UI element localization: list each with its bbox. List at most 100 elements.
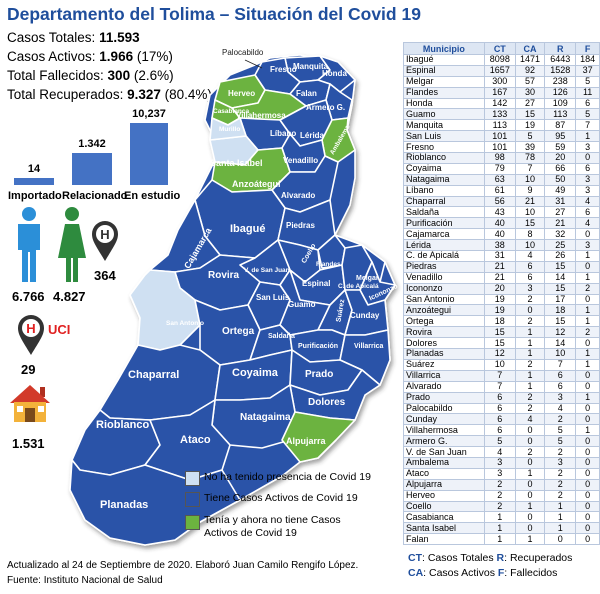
label-lerida: Lérida xyxy=(300,131,325,140)
cell-value: 1 xyxy=(575,391,600,404)
cell-value: 6 xyxy=(483,424,516,437)
table-row: Piedras 21 6 15 0 xyxy=(403,260,600,273)
label-espinal: Espinal xyxy=(302,279,330,288)
legend-swatch-recovered xyxy=(185,515,200,530)
cell-value: 4 xyxy=(514,413,546,426)
cell-municipio: V. de San Juan xyxy=(403,446,485,458)
cell-value: 6 xyxy=(483,391,516,404)
label-ortega: Ortega xyxy=(222,326,255,337)
home-icon xyxy=(10,385,50,422)
cell-value: 7 xyxy=(544,358,577,371)
cell-municipio: Suárez xyxy=(403,358,485,371)
cell-value: 238 xyxy=(544,75,577,88)
label-herveo: Herveo xyxy=(228,89,255,98)
cell-value: 1 xyxy=(575,348,600,360)
cell-value: 31 xyxy=(544,195,577,208)
table-legend-line2: CA: Casos Activos F: Fallecidos xyxy=(408,567,558,579)
cell-municipio: Ambalema xyxy=(403,456,485,469)
uci-count: 29 xyxy=(21,362,36,377)
bar-value-en-estudio: 10,237 xyxy=(132,108,166,120)
cell-value: 6 xyxy=(514,260,546,273)
cell-value: 4 xyxy=(575,217,600,230)
cell-value: 2 xyxy=(514,446,546,458)
label-alpujarra: Alpujarra xyxy=(286,436,327,446)
cell-municipio: Espinal xyxy=(403,64,485,77)
table-row: Dolores 15 1 14 0 xyxy=(403,337,600,350)
cell-value: 1 xyxy=(514,500,546,513)
cell-value: 10 xyxy=(544,348,577,360)
table-row: Saldaña 43 10 27 6 xyxy=(403,206,600,219)
cell-value: 1 xyxy=(575,304,600,317)
cell-value: 2 xyxy=(544,489,577,502)
table-row: Alpujarra 2 0 2 0 xyxy=(403,478,600,491)
cell-municipio: Cajamarca xyxy=(403,228,485,241)
cell-value: 0 xyxy=(575,402,600,415)
label-palocabildo: Palocabildo xyxy=(222,48,264,57)
legend-swatch-active xyxy=(185,492,200,507)
footer-updated: Actualizado al 24 de Septiembre de 2020.… xyxy=(7,560,359,571)
legend-text-none: No ha tenido presencia de Covid 19 xyxy=(204,471,371,483)
cell-value: 0 xyxy=(575,533,600,546)
cell-value: 3 xyxy=(483,456,516,469)
cell-value: 15 xyxy=(514,108,546,121)
cell-value: 0 xyxy=(544,533,577,546)
woman-icon xyxy=(58,207,86,282)
table-row: Santa Isabel 1 0 1 0 xyxy=(403,522,600,535)
cell-value: 0 xyxy=(514,478,546,491)
cell-value: 0 xyxy=(575,478,600,491)
label-natagaima: Natagaima xyxy=(240,412,291,423)
cell-value: 98 xyxy=(483,152,516,164)
cell-municipio: Chaparral xyxy=(403,195,485,208)
cell-value: 14 xyxy=(544,271,577,284)
cell-value: 1 xyxy=(575,315,600,328)
table-header-row: Municipio CT CA R F xyxy=(403,42,600,55)
label-villarrica: Villarrica xyxy=(354,343,384,350)
cell-value: 7 xyxy=(575,119,600,132)
table-row: San Antonio 19 2 17 0 xyxy=(403,293,600,306)
table-row: Anzoátegui 19 0 18 1 xyxy=(403,304,600,317)
region-murillo xyxy=(209,117,247,141)
cell-municipio: Natagaima xyxy=(403,173,485,186)
cell-municipio: Villarrica xyxy=(403,369,485,382)
cell-municipio: Rovira xyxy=(403,326,485,339)
cell-value: 1 xyxy=(544,511,577,524)
cell-value: 0 xyxy=(575,228,600,241)
label-rovira: Rovira xyxy=(208,270,240,281)
table-row: Guamo 133 15 113 5 xyxy=(403,108,600,121)
cell-value: 21 xyxy=(544,217,577,230)
table-row: Villarrica 7 1 6 0 xyxy=(403,369,600,382)
cell-value: 40 xyxy=(483,217,516,230)
cell-value: 3 xyxy=(514,282,546,295)
cell-value: 0 xyxy=(514,304,546,317)
table-row: Palocabildo 6 2 4 0 xyxy=(403,402,600,415)
cell-municipio: Rioblanco xyxy=(403,152,485,164)
cell-value: 19 xyxy=(483,304,516,317)
table-row: Natagaima 63 10 50 3 xyxy=(403,173,600,186)
table-row: Honda 142 27 109 6 xyxy=(403,97,600,110)
table-row: Ataco 3 1 2 0 xyxy=(403,467,600,480)
cell-value: 0 xyxy=(514,522,546,535)
cell-value: 19 xyxy=(483,293,516,306)
svg-text:H: H xyxy=(100,227,109,242)
cell-value: 32 xyxy=(544,228,577,241)
cell-value: 0 xyxy=(575,380,600,393)
cell-municipio: Líbano xyxy=(403,184,485,197)
cell-value: 21 xyxy=(483,271,516,284)
cell-value: 6 xyxy=(544,380,577,393)
stat-deaths: Total Fallecidos: 300 (2.6%) xyxy=(7,68,174,83)
table-row: Espinal 1657 92 1528 37 xyxy=(403,64,600,77)
label-venadillo: Venadillo xyxy=(283,156,318,165)
label-suarez: Suárez xyxy=(335,298,346,322)
table-row: Falan 1 1 0 0 xyxy=(403,533,600,546)
label-melgar: Melgar xyxy=(356,275,379,282)
col-header-ca: CA xyxy=(514,42,546,55)
cell-value: 5 xyxy=(514,130,546,143)
cell-value: 7 xyxy=(483,369,516,382)
cell-municipio: Saldaña xyxy=(403,206,485,219)
municipality-table: Municipio CT CA R F Ibagué 8098 1471 6443 18… xyxy=(403,42,600,546)
cell-value: 61 xyxy=(483,184,516,197)
cell-value: 3 xyxy=(544,391,577,404)
cell-value: 0 xyxy=(575,489,600,502)
cell-value: 1 xyxy=(483,533,516,546)
table-row: Manquita 113 19 87 7 xyxy=(403,119,600,132)
